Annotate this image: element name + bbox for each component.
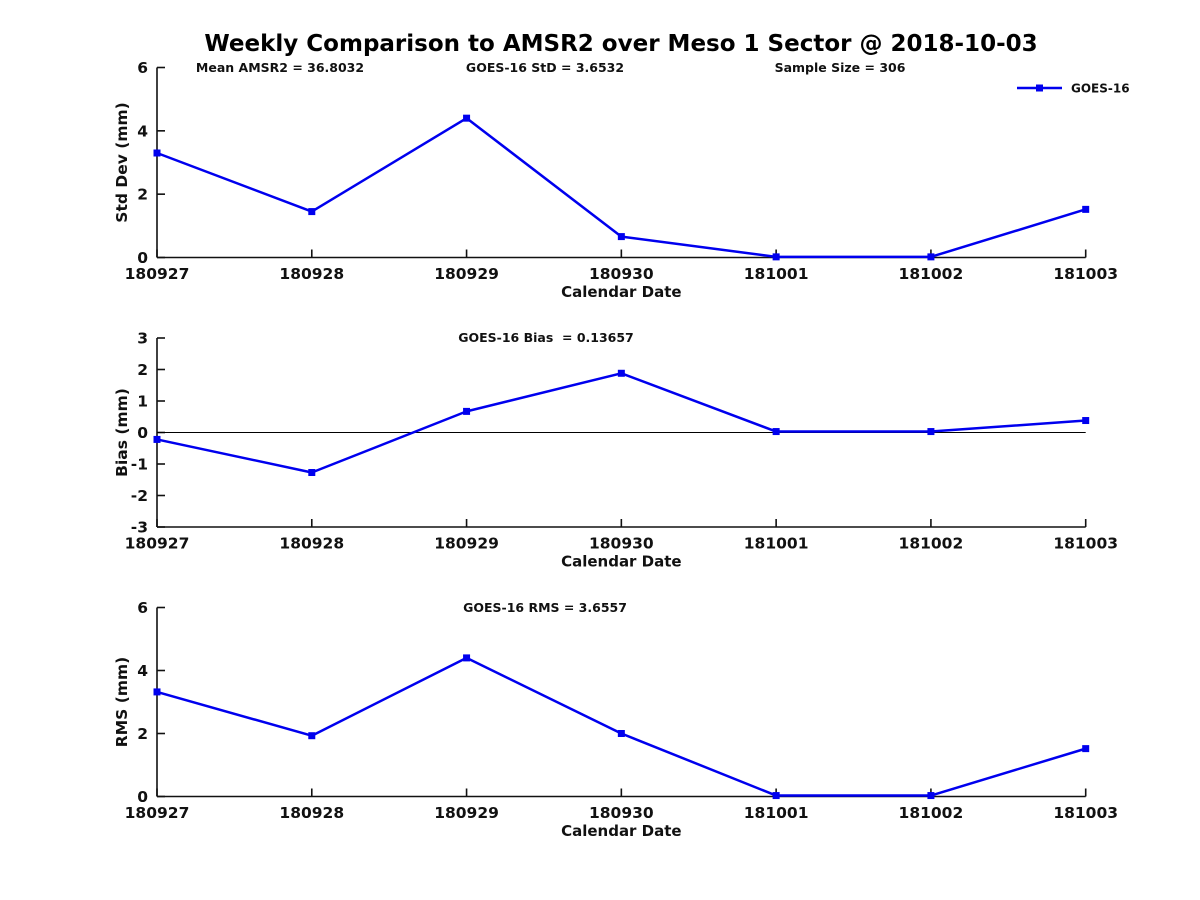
x-tick-label: 180929 bbox=[434, 535, 499, 553]
data-point-marker bbox=[772, 428, 780, 436]
y-tick-label: 2 bbox=[137, 725, 148, 743]
bias-panel-title: GOES-16 Bias = 0.13657 bbox=[458, 330, 634, 345]
bias-series-line bbox=[156, 372, 1086, 474]
x-tick-label: 181003 bbox=[1053, 535, 1118, 553]
data-point-marker bbox=[1082, 205, 1090, 213]
data-point-marker bbox=[617, 730, 625, 737]
x-tick-label: 181002 bbox=[899, 535, 964, 553]
y-tick-label: 4 bbox=[137, 122, 148, 140]
y-tick-label: 6 bbox=[137, 59, 148, 77]
x-tick-label: 180927 bbox=[125, 265, 190, 283]
y-tick-label: 1 bbox=[137, 393, 148, 411]
y-axis-label: Std Dev (mm) bbox=[113, 102, 131, 222]
data-point-marker bbox=[927, 792, 935, 800]
x-tick-label: 180928 bbox=[279, 265, 344, 283]
y-tick-label: 0 bbox=[137, 424, 148, 442]
x-tick-label: 180930 bbox=[589, 265, 654, 283]
x-tick-label: 181002 bbox=[899, 804, 964, 822]
x-tick-label: 181003 bbox=[1053, 804, 1118, 822]
data-point-marker bbox=[1082, 745, 1090, 753]
y-axis-label: RMS (mm) bbox=[113, 657, 131, 747]
data-point-marker bbox=[772, 253, 780, 261]
annotation-sample-size: Sample Size = 306 bbox=[774, 60, 906, 75]
x-tick-label: 180929 bbox=[434, 804, 499, 822]
annotation-goes16-std: GOES-16 StD = 3.6532 bbox=[465, 60, 625, 75]
y-tick-label: -2 bbox=[131, 487, 148, 505]
x-tick-label: 180929 bbox=[434, 265, 499, 283]
x-axis-label: Calendar Date bbox=[561, 553, 682, 571]
x-tick-label: 181001 bbox=[744, 804, 809, 822]
y-tick-label: 6 bbox=[137, 599, 148, 617]
x-axis-label: Calendar Date bbox=[561, 822, 682, 840]
data-point-marker bbox=[308, 469, 316, 477]
data-point-marker bbox=[772, 792, 780, 800]
x-tick-label: 181001 bbox=[744, 265, 809, 283]
x-tick-label: 180928 bbox=[279, 535, 344, 553]
legend-marker bbox=[1036, 84, 1043, 92]
figure-title: Weekly Comparison to AMSR2 over Meso 1 S… bbox=[204, 31, 1038, 57]
x-tick-label: 180928 bbox=[279, 804, 344, 822]
x-tick-label: 180927 bbox=[125, 535, 190, 553]
data-point-marker bbox=[1082, 417, 1090, 425]
data-point-marker bbox=[617, 233, 625, 241]
y-tick-label: 2 bbox=[137, 186, 148, 204]
data-point-marker bbox=[463, 654, 471, 662]
x-tick-label: 181001 bbox=[744, 535, 809, 553]
data-point-marker bbox=[617, 369, 625, 377]
y-tick-label: 0 bbox=[137, 249, 148, 267]
data-point-marker bbox=[463, 114, 471, 122]
data-point-marker bbox=[153, 435, 161, 443]
legend-label: GOES-16 bbox=[1071, 82, 1130, 96]
data-point-marker bbox=[308, 732, 316, 740]
rms-panel-title: GOES-16 RMS = 3.6557 bbox=[463, 600, 627, 615]
data-point-marker bbox=[927, 253, 935, 261]
y-tick-label: -3 bbox=[131, 519, 148, 537]
data-point-marker bbox=[927, 428, 935, 436]
panel-rms: 0 2 4 6 180927 180928 180929 180930 181001 181002… bbox=[113, 599, 1118, 840]
x-axis-label: Calendar Date bbox=[561, 283, 682, 301]
y-tick-label: 2 bbox=[137, 361, 148, 379]
x-tick-label: 180930 bbox=[589, 535, 654, 553]
rms-series-line bbox=[156, 656, 1087, 797]
y-tick-label: 3 bbox=[137, 330, 148, 348]
y-tick-label: 0 bbox=[137, 788, 148, 806]
legend: GOES-16 bbox=[1017, 82, 1130, 96]
y-tick-label: 4 bbox=[137, 662, 148, 680]
x-tick-label: 180930 bbox=[589, 804, 654, 822]
data-point-marker bbox=[308, 208, 316, 216]
y-axis-label: Bias (mm) bbox=[113, 388, 131, 477]
annotation-mean-amsr2: Mean AMSR2 = 36.8032 bbox=[195, 60, 365, 75]
x-tick-label: 181002 bbox=[899, 265, 964, 283]
panel-std-dev: 0 2 4 6 180927 180928 180929 180930 181001 181002… bbox=[113, 59, 1130, 301]
data-point-marker bbox=[153, 149, 161, 157]
y-tick-label: -1 bbox=[131, 456, 148, 474]
x-tick-label: 180927 bbox=[125, 804, 190, 822]
data-point-marker bbox=[463, 407, 471, 415]
data-point-marker bbox=[153, 688, 161, 696]
x-tick-label: 181003 bbox=[1053, 265, 1118, 283]
